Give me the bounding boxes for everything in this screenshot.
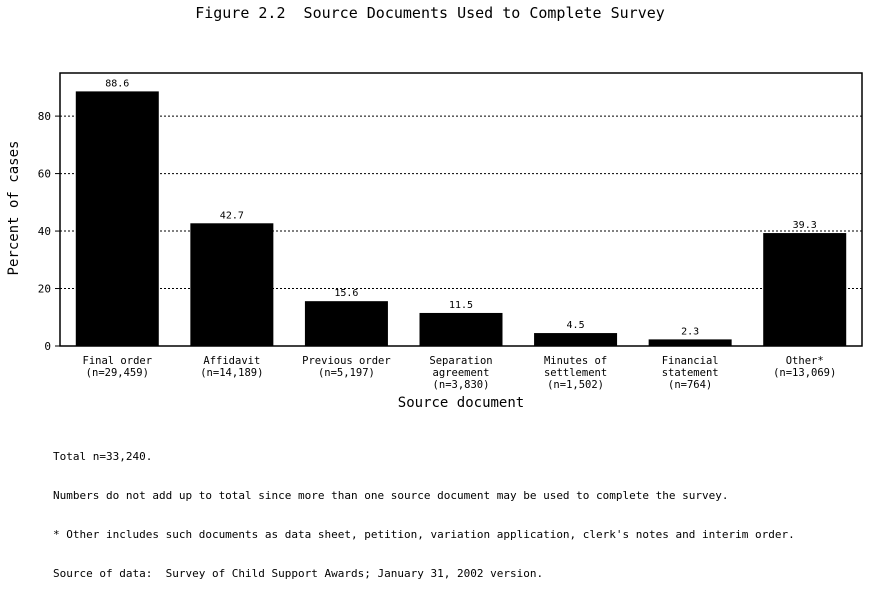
- bar: [190, 223, 274, 346]
- footnotes: Total n=33,240. Numbers do not add up to…: [53, 424, 795, 593]
- data-label: 42.7: [220, 210, 244, 221]
- x-tick-label: Financial: [662, 355, 719, 367]
- y-tick-label: 40: [38, 225, 51, 238]
- bar: [304, 301, 388, 346]
- bar: [763, 233, 847, 346]
- x-tick-label: Separation: [429, 355, 492, 367]
- data-label: 4.5: [567, 320, 585, 331]
- bar-chart: 0 20 40 60 80 88.6 Final order(n=29,459) 42.7 Af…: [38, 72, 863, 391]
- y-tick-label: 0: [44, 340, 51, 353]
- x-tick-label: Previous order: [302, 355, 391, 367]
- bar: [75, 91, 159, 347]
- bar: [648, 339, 732, 346]
- bar: [419, 312, 503, 346]
- x-tick-label: (n=13,069): [773, 367, 836, 379]
- y-axis-label: Percent of cases: [6, 140, 22, 276]
- x-tick-label: agreement: [433, 367, 490, 379]
- x-tick-label: (n=14,189): [200, 367, 263, 379]
- y-tick-label: 60: [38, 168, 51, 181]
- y-axis-label-wrap: Percent of cases: [4, 140, 24, 280]
- x-tick-label: (n=1,502): [547, 379, 604, 391]
- plot-frame: [59, 72, 863, 347]
- x-tick-label: Final order: [83, 355, 153, 367]
- data-label: 88.6: [105, 78, 129, 89]
- y-tick-label: 20: [38, 283, 51, 296]
- footnote-sum: Numbers do not add up to total since mor…: [53, 489, 729, 502]
- x-tick-label: (n=5,197): [318, 367, 375, 379]
- footnote-source: Source of data: Survey of Child Support …: [53, 567, 544, 580]
- footnote-other: * Other includes such documents as data …: [53, 528, 795, 541]
- x-tick-label: (n=3,830): [433, 379, 490, 391]
- data-label: 11.5: [449, 300, 473, 311]
- x-tick-label: (n=764): [668, 379, 712, 391]
- x-tick-label: settlement: [544, 367, 607, 379]
- data-label: 15.6: [334, 288, 358, 299]
- y-tick-label: 80: [38, 110, 51, 123]
- x-tick-label: Affidavit: [203, 355, 260, 367]
- data-label: 39.3: [793, 220, 817, 231]
- x-tick-label: (n=29,459): [86, 367, 149, 379]
- chart-title: Figure 2.2 Source Documents Used to Comp…: [195, 4, 665, 22]
- x-tick-label: statement: [662, 367, 719, 379]
- bar: [534, 333, 618, 346]
- x-tick-label: Minutes of: [544, 355, 607, 367]
- footnote-total: Total n=33,240.: [53, 450, 153, 463]
- x-axis-label: Source document: [397, 395, 525, 411]
- data-label: 2.3: [681, 326, 699, 337]
- x-tick-label: Other*: [786, 355, 824, 367]
